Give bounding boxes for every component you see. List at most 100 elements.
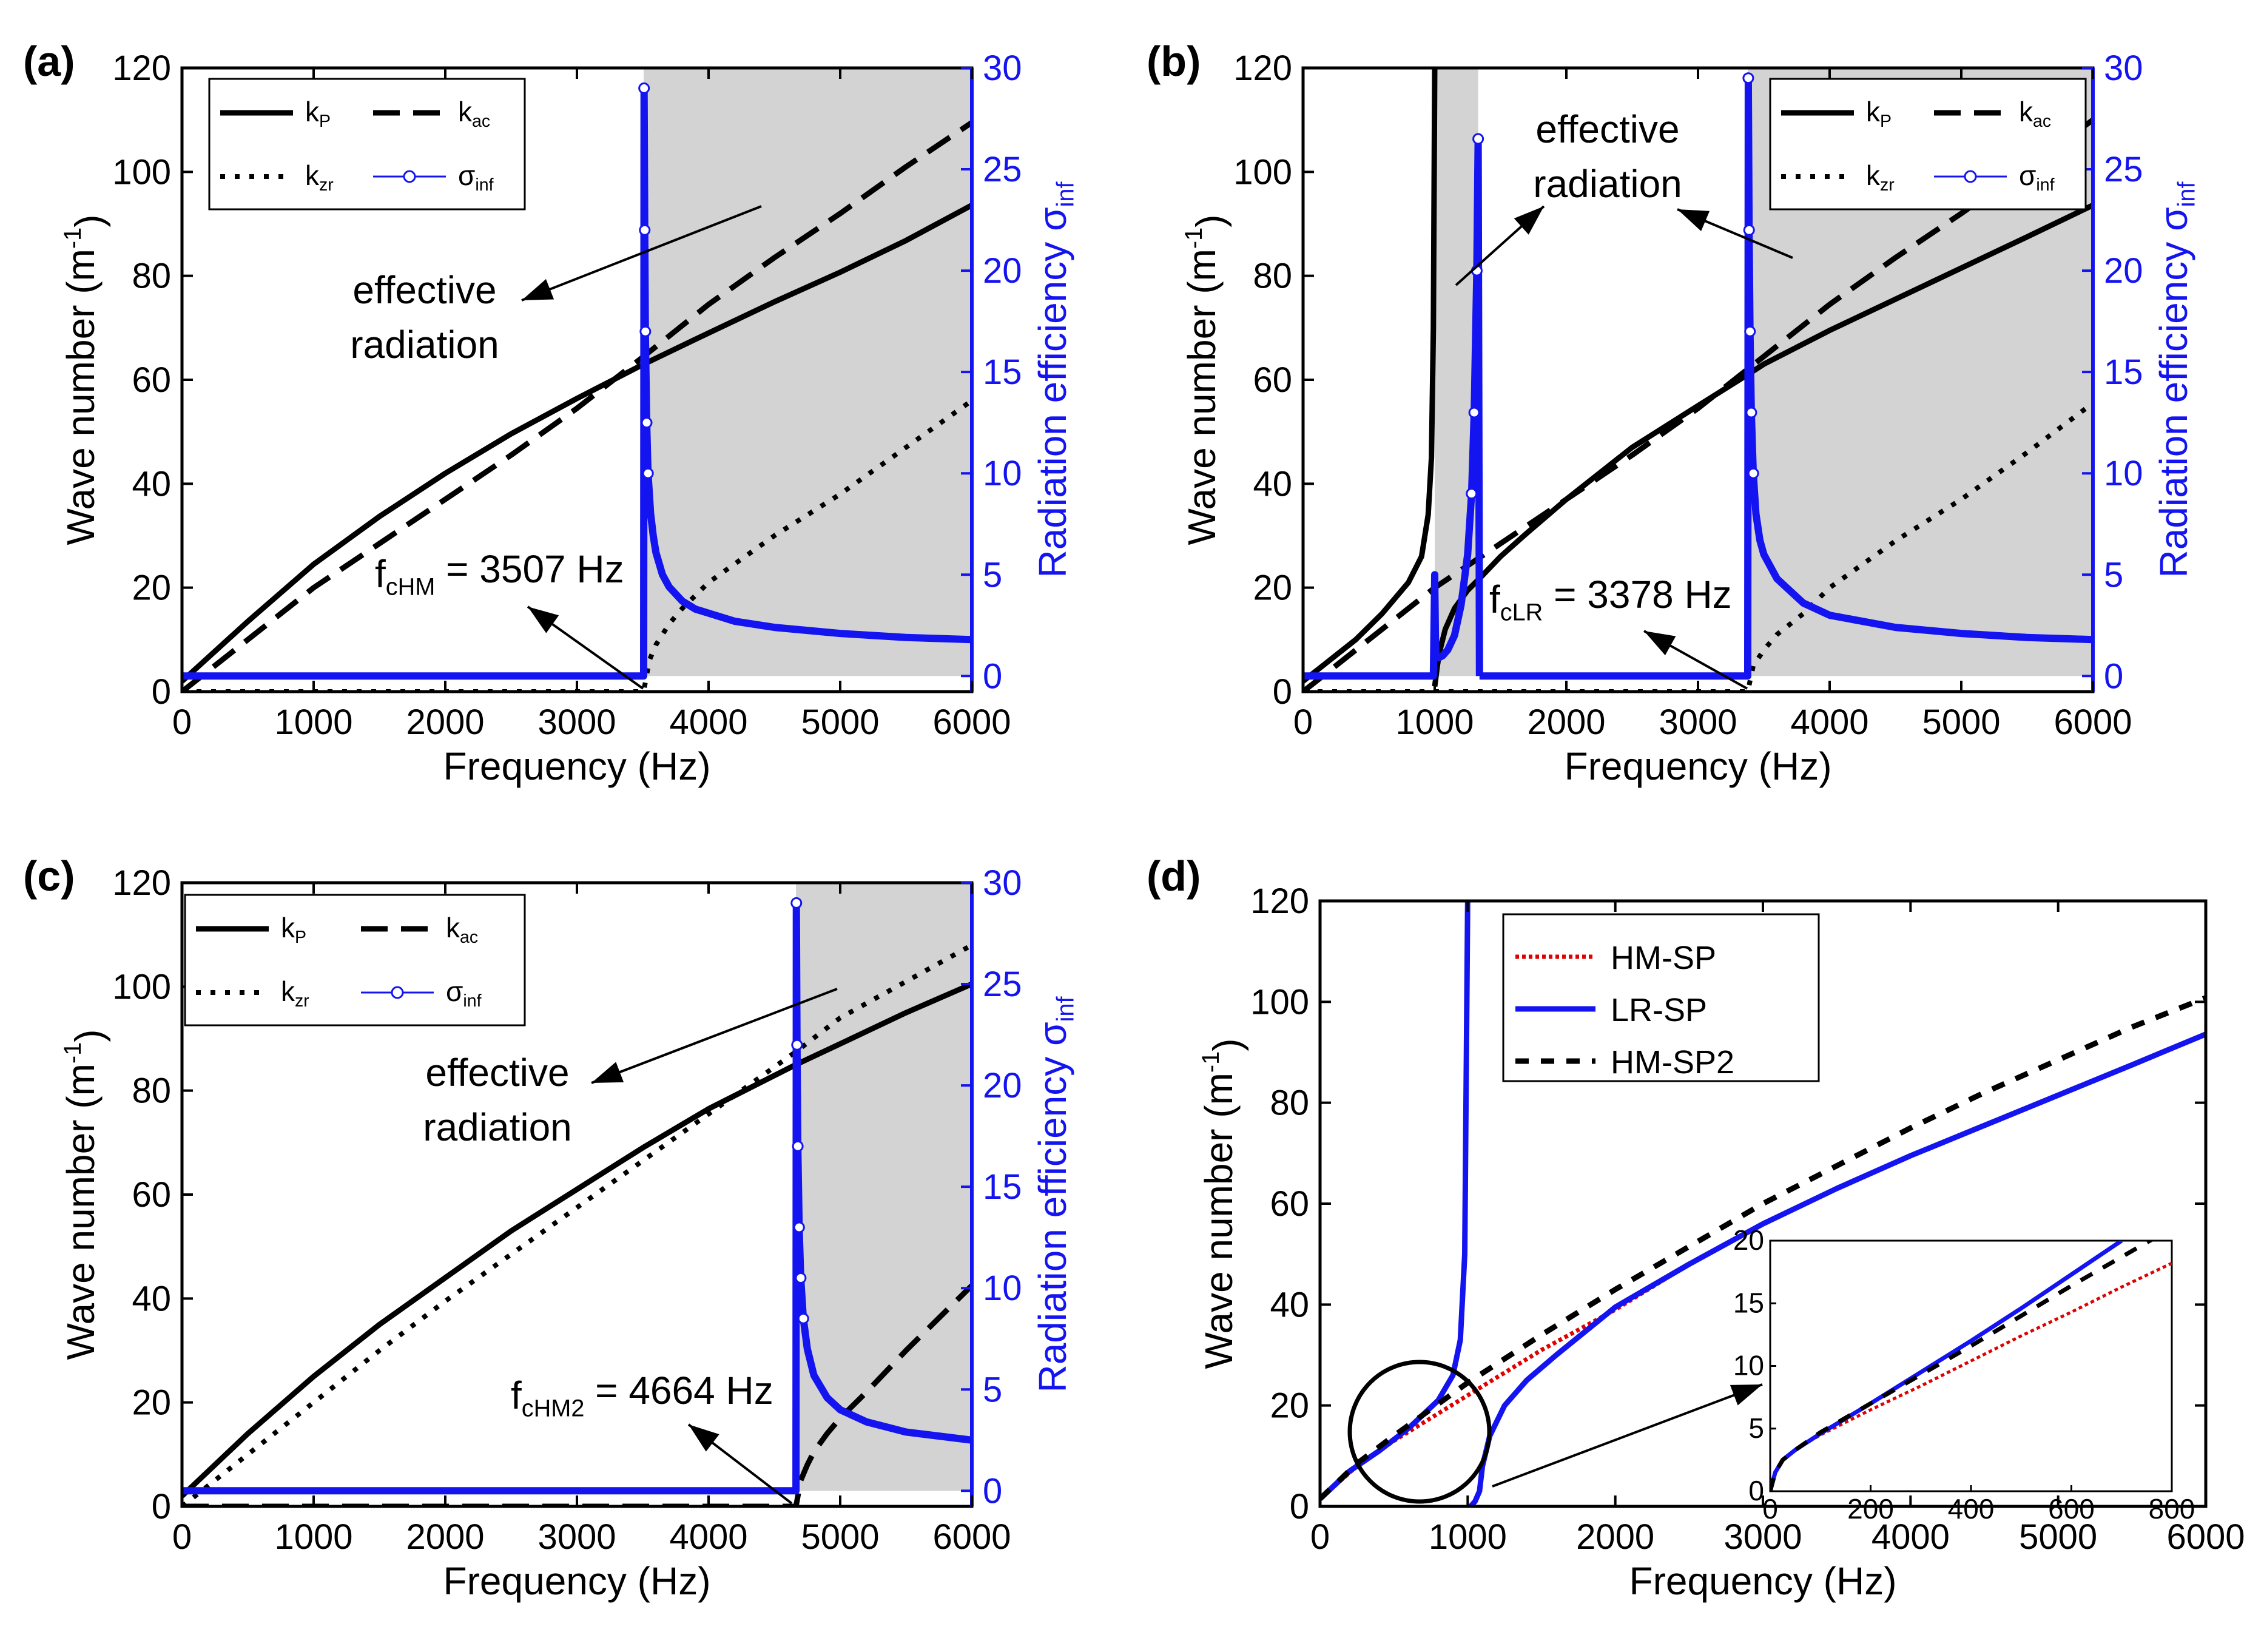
y-tick-label: 100 bbox=[112, 152, 171, 192]
x-tick-label: 4000 bbox=[669, 1517, 747, 1557]
annotation-effective: effective bbox=[1535, 107, 1679, 151]
x-tick-label: 1000 bbox=[274, 1517, 352, 1557]
y-tick-label: 20 bbox=[1253, 568, 1292, 608]
legend-marker bbox=[403, 170, 416, 183]
y-axis-label: Wave number (m-1) bbox=[59, 215, 110, 545]
plot-area bbox=[1303, 68, 2093, 692]
annotation-fc: fcHM2 = 4664 Hz bbox=[511, 1369, 773, 1421]
annotation-radiation: radiation bbox=[350, 323, 499, 366]
x-tick-label: 1000 bbox=[1395, 703, 1474, 742]
inset-y-tick-label: 10 bbox=[1733, 1350, 1764, 1381]
shaded-region-0 bbox=[1435, 68, 1478, 676]
y-tick-label: 0 bbox=[152, 672, 171, 712]
y2-tick-label: 30 bbox=[983, 863, 1022, 903]
y-tick-label: 0 bbox=[1290, 1487, 1309, 1526]
y-tick-label: 100 bbox=[1233, 152, 1292, 192]
legend-label: LR-SP bbox=[1611, 992, 1707, 1028]
sigma-point bbox=[1742, 72, 1754, 84]
y2-tick-label: 20 bbox=[2104, 251, 2143, 291]
legend-marker bbox=[391, 986, 404, 999]
y-tick-label: 40 bbox=[132, 1279, 171, 1318]
legend-label: kzr bbox=[281, 976, 309, 1011]
legend-label: kP bbox=[305, 96, 331, 131]
x-tick-label: 5000 bbox=[1922, 703, 2000, 742]
sigma-point bbox=[790, 897, 803, 909]
inset-y-tick-label: 15 bbox=[1733, 1287, 1764, 1318]
legend-label: HM-SP bbox=[1611, 940, 1716, 976]
y2-tick-label: 15 bbox=[983, 352, 1022, 392]
legend-label: kP bbox=[1866, 96, 1892, 131]
y-tick-label: 40 bbox=[1270, 1285, 1309, 1324]
inset-series-HM-SP2 bbox=[1770, 1241, 2154, 1491]
y2-tick-label: 10 bbox=[983, 454, 1022, 493]
y2-tick-label: 0 bbox=[983, 1471, 1002, 1511]
legend-box bbox=[1769, 78, 2087, 211]
x-tick-label: 5000 bbox=[801, 703, 879, 742]
sigma-point bbox=[1745, 406, 1757, 419]
y2-tick-label: 20 bbox=[983, 1066, 1022, 1105]
y2-tick-label: 20 bbox=[983, 251, 1022, 291]
y2-axis-label: Radiation efficiency σinf bbox=[1031, 181, 1079, 578]
panel-label: (a) bbox=[23, 38, 75, 85]
legend-box bbox=[208, 78, 526, 211]
y2-tick-label: 5 bbox=[983, 1370, 1002, 1409]
x-tick-label: 1000 bbox=[274, 703, 352, 742]
series-sigma_1 bbox=[1303, 135, 1483, 680]
legend-marker bbox=[1964, 170, 1977, 183]
arrow-effective-head bbox=[522, 278, 554, 300]
arrow-fc-head bbox=[528, 607, 559, 633]
plot-area bbox=[182, 897, 972, 1506]
series-kac bbox=[182, 943, 972, 1506]
legend-label: kzr bbox=[305, 160, 334, 195]
y2-tick-label: 0 bbox=[983, 656, 1002, 696]
series-kzr bbox=[182, 1283, 972, 1506]
y2-axis-label: Radiation efficiency σinf bbox=[2152, 181, 2200, 578]
annotation-fc: fcHM = 3507 Hz bbox=[375, 547, 624, 600]
y-tick-label: 0 bbox=[152, 1487, 171, 1526]
plot-area bbox=[182, 82, 972, 692]
y-tick-label: 60 bbox=[1253, 360, 1292, 400]
legend-label: kP bbox=[281, 912, 306, 947]
x-tick-label: 3000 bbox=[1723, 1517, 1802, 1557]
panel-b: 0 1000 2000 3000 4000 5000 6000020406080100120… bbox=[1147, 38, 2200, 788]
x-tick-label: 6000 bbox=[2053, 703, 2132, 742]
series-kzr bbox=[1303, 401, 2093, 692]
annotation-radiation: radiation bbox=[423, 1105, 572, 1149]
y-tick-label: 20 bbox=[1270, 1386, 1309, 1426]
sigma-point bbox=[1747, 467, 1759, 479]
panel-label: (d) bbox=[1147, 852, 1201, 900]
y-axis-label: Wave number (m-1) bbox=[59, 1030, 110, 1360]
y-tick-label: 60 bbox=[132, 360, 171, 400]
inset-y-tick-label: 0 bbox=[1748, 1475, 1764, 1506]
x-tick-label: 5000 bbox=[801, 1517, 879, 1557]
legend-label: HM-SP2 bbox=[1611, 1044, 1734, 1081]
y2-tick-label: 15 bbox=[983, 1167, 1022, 1207]
legend-label: σinf bbox=[446, 976, 482, 1011]
sigma-point bbox=[791, 1039, 803, 1051]
arrow-inset bbox=[1492, 1383, 1763, 1488]
sigma-point bbox=[1472, 133, 1484, 145]
inset-x-tick-label: 600 bbox=[2048, 1493, 2095, 1525]
inset-plot bbox=[1770, 1241, 2172, 1491]
arrow-fc-head bbox=[689, 1424, 719, 1452]
shaded-region bbox=[796, 883, 972, 1491]
y-tick-label: 80 bbox=[1253, 257, 1292, 296]
series-kac bbox=[182, 120, 972, 692]
annotation-effective: effective bbox=[352, 268, 496, 312]
y2-tick-label: 10 bbox=[983, 1269, 1022, 1308]
y2-tick-label: 25 bbox=[2104, 150, 2143, 189]
y2-tick-label: 25 bbox=[983, 965, 1022, 1004]
y-tick-label: 120 bbox=[112, 863, 171, 903]
x-tick-label: 6000 bbox=[932, 703, 1011, 742]
sigma-point bbox=[639, 224, 651, 236]
y-tick-label: 60 bbox=[1270, 1184, 1309, 1224]
x-tick-label: 0 bbox=[172, 703, 192, 742]
y2-tick-label: 15 bbox=[2104, 352, 2143, 392]
y2-tick-label: 5 bbox=[2104, 555, 2123, 595]
panel-label: (c) bbox=[23, 852, 75, 900]
sigma-point bbox=[1468, 406, 1480, 419]
sigma-point bbox=[792, 1140, 804, 1152]
legend-label: kzr bbox=[1866, 160, 1895, 195]
x-axis-label: Frequency (Hz) bbox=[1629, 1559, 1897, 1603]
